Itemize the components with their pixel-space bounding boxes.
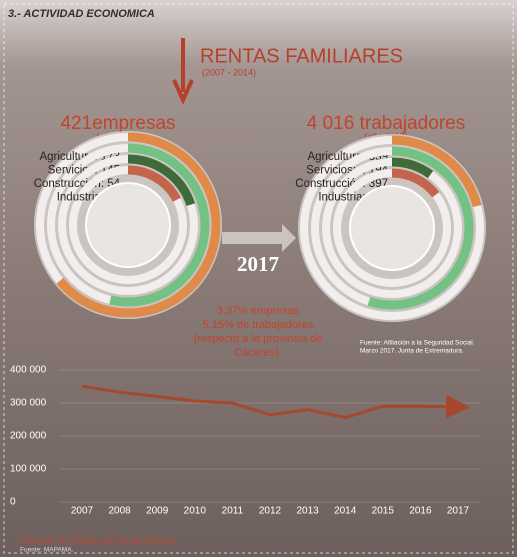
border <box>3 3 514 554</box>
footer: Evolución de visitantes del Parque Nacio… <box>20 536 178 545</box>
x-tick-label: 2017 <box>447 506 470 517</box>
y-tick-label: 0 <box>10 497 16 508</box>
radial-bar <box>109 143 210 307</box>
radial-bar <box>367 146 474 310</box>
share-line: 5,15% de trabajadores <box>203 319 314 331</box>
radial-bar <box>127 165 181 202</box>
period: (2007 - 2014) <box>202 67 256 77</box>
radial-bar <box>56 132 221 318</box>
source: Marzo 2017. Junta de Extremadura. <box>360 348 464 355</box>
share-line: (respecto a la provincia de <box>193 333 322 345</box>
y-tick-label: 300 000 <box>10 398 47 409</box>
inner <box>349 185 435 271</box>
section-title: 3.- ACTIVIDAD ECONOMICA <box>8 8 155 20</box>
connector-arrow <box>222 224 296 252</box>
x-tick-label: 2013 <box>296 506 319 517</box>
x-tick-label: 2015 <box>372 506 395 517</box>
inner <box>85 182 171 268</box>
x-tick-label: 2008 <box>108 506 131 517</box>
x-tick-label: 2016 <box>409 506 432 517</box>
y-tick-label: 100 000 <box>10 464 47 475</box>
footer-source: Fuente: MAPAMA. <box>20 547 74 554</box>
x-tick-label: 2012 <box>259 506 282 517</box>
down-arrow <box>172 38 194 105</box>
x-tick-label: 2014 <box>334 506 357 517</box>
x-tick-label: 2009 <box>146 506 169 517</box>
y-tick-label: 200 000 <box>10 431 47 442</box>
radial-bar <box>391 135 482 208</box>
share-line: 3,37% empresas <box>217 305 300 317</box>
radial-bar <box>127 154 196 207</box>
title: RENTAS FAMILIARES <box>200 45 403 67</box>
x-tick-label: 2010 <box>184 506 207 517</box>
source: Fuente: Afiliación a la Seguridad Social… <box>360 340 475 347</box>
x-tick-label: 2007 <box>71 506 94 517</box>
workers-title: 4 016 trabajadores <box>307 113 465 134</box>
share-line: Cáceres). <box>234 347 282 359</box>
companies-title: 421empresas <box>60 113 175 134</box>
radial-bar <box>391 157 434 179</box>
y-tick-label: 400 000 <box>10 365 47 376</box>
line <box>81 384 470 420</box>
radial-bar <box>391 168 440 198</box>
x-tick-label: 2011 <box>222 506 244 517</box>
center-year: 2017 <box>237 252 279 276</box>
